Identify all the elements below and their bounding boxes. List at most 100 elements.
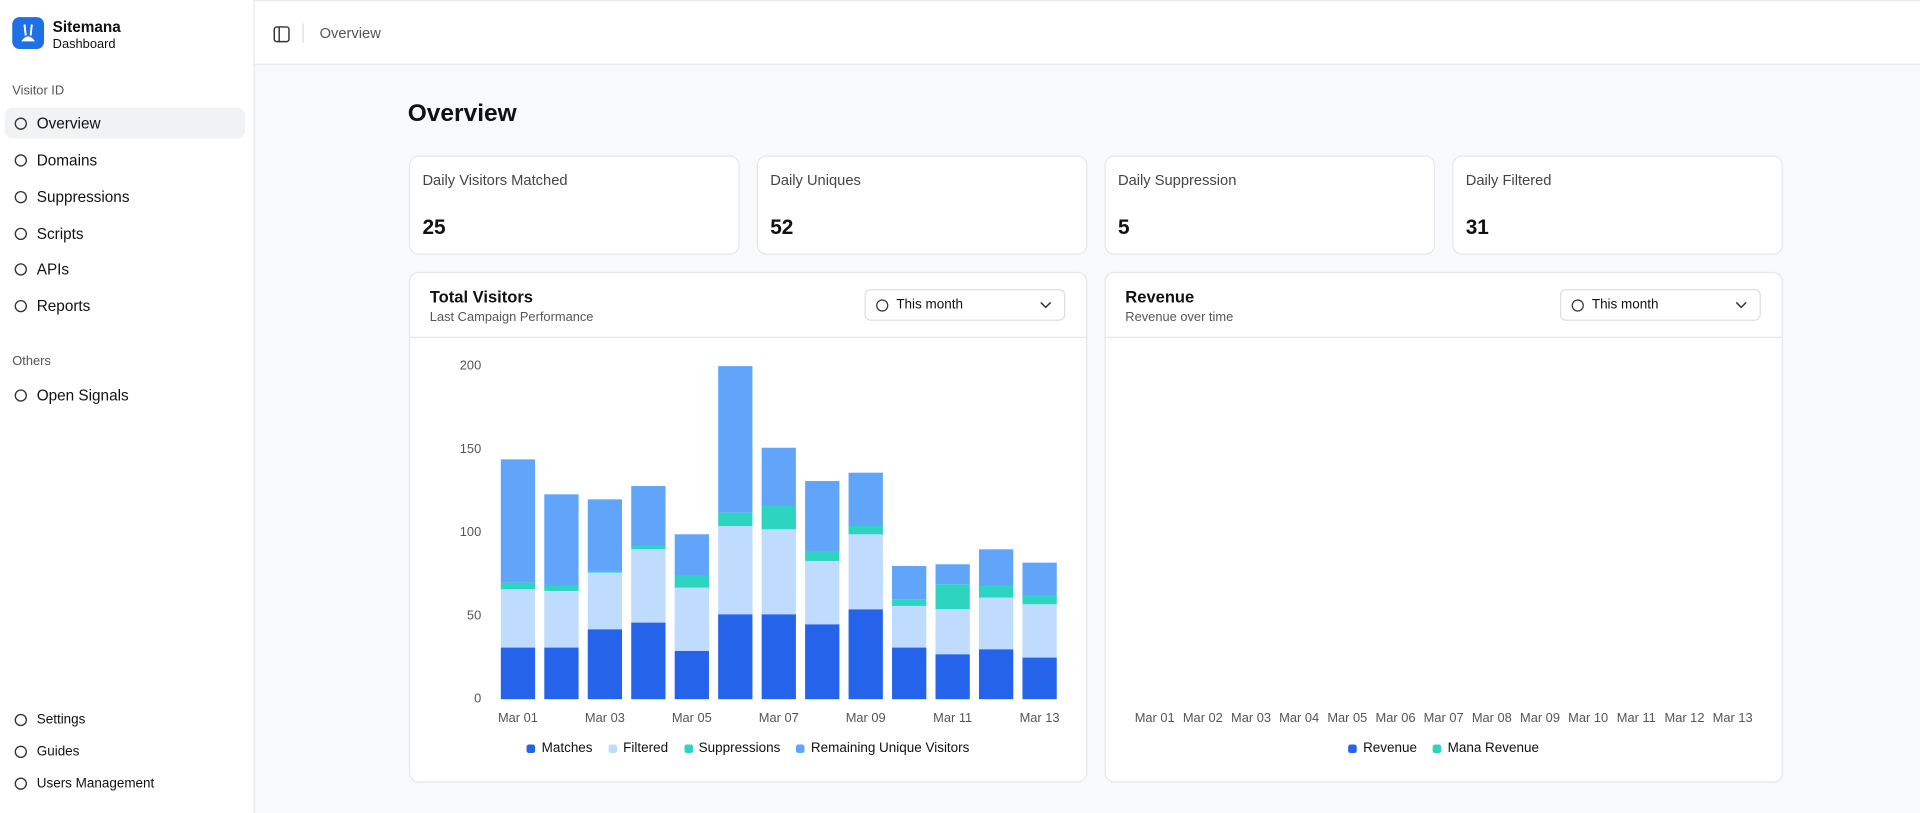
y-tick-label: 150 xyxy=(460,441,481,456)
bar-segment xyxy=(718,512,753,526)
bar-segment xyxy=(1022,604,1057,658)
nav-icon xyxy=(14,153,28,166)
section-heading: Visitor ID xyxy=(12,83,65,98)
nav-label: Domains xyxy=(36,151,98,169)
legend-swatch xyxy=(1348,743,1357,753)
legend-label: Mana Revenue xyxy=(1447,740,1539,756)
nav-item[interactable]: APIs xyxy=(5,253,245,284)
divider xyxy=(410,336,1087,338)
bar-segment xyxy=(1022,562,1057,596)
x-tick-label: Mar 13 xyxy=(1020,710,1060,725)
bar-segment xyxy=(805,550,840,561)
footer-item[interactable]: Settings xyxy=(5,704,245,735)
bar-segment xyxy=(674,534,709,576)
bar-segment xyxy=(631,549,666,623)
nav-item[interactable]: Domains xyxy=(5,144,245,175)
footer-item[interactable]: Guides xyxy=(5,736,245,767)
icon-shape xyxy=(14,262,28,275)
x-tick-label: Mar 01 xyxy=(498,710,538,725)
chart-card: Total Visitors Last Campaign Performance T… xyxy=(408,271,1088,783)
bar-segment xyxy=(587,572,623,630)
y-tick-label: 200 xyxy=(460,358,481,373)
legend-swatch xyxy=(526,743,536,753)
x-tick-label: Mar 13 xyxy=(1713,710,1753,725)
icon-shape xyxy=(14,388,28,402)
bar-segment xyxy=(978,585,1014,598)
legend-swatch xyxy=(608,743,618,753)
bar-segment xyxy=(761,447,796,507)
bar-segment xyxy=(631,545,666,550)
y-tick-label: 100 xyxy=(460,524,481,539)
nav-label: Reports xyxy=(36,296,91,315)
bar-segment xyxy=(718,525,753,615)
clock-icon xyxy=(876,298,889,312)
x-tick-label: Mar 10 xyxy=(1568,710,1608,725)
kpi-value: 31 xyxy=(1465,215,1489,239)
sidebar-toggle[interactable] xyxy=(273,26,290,43)
bar-segment xyxy=(718,366,753,513)
bar-segment xyxy=(631,486,666,546)
kpi-card: Daily Suppression 5 xyxy=(1104,155,1436,255)
nav-icon xyxy=(14,299,28,312)
nav-item[interactable]: Overview xyxy=(4,107,245,139)
legend-label: Remaining Unique Visitors xyxy=(810,740,970,756)
x-tick-label: Mar 02 xyxy=(1183,710,1223,725)
x-tick-label: Mar 12 xyxy=(1664,710,1704,725)
bar-segment xyxy=(587,570,623,573)
bar-segment xyxy=(631,622,666,700)
x-tick-label: Mar 09 xyxy=(846,710,886,725)
bar-segment xyxy=(761,529,796,615)
nav-label: Suppressions xyxy=(36,187,130,206)
legend-label: Filtered xyxy=(623,740,669,756)
legend-swatch xyxy=(1432,743,1442,753)
kpi-label: Daily Visitors Matched xyxy=(422,171,568,189)
nav-icon xyxy=(14,776,28,790)
breadcrumb: Overview xyxy=(319,24,381,42)
bar-segment xyxy=(848,534,883,610)
chart: Mar 01 Mar 02 Mar 03 Mar 04 Mar 05 Mar 06 Mar … xyxy=(1135,710,1753,725)
nav-icon xyxy=(14,713,28,726)
legend-item: Remaining Unique Visitors xyxy=(796,741,969,756)
bar-segment xyxy=(935,654,970,700)
bar-segment xyxy=(674,650,709,700)
bar-segment xyxy=(892,599,927,606)
icon-shape xyxy=(14,116,28,130)
nav-item[interactable]: Scripts xyxy=(5,218,245,249)
range-dropdown[interactable]: This month xyxy=(1560,288,1761,321)
nav-label: Overview xyxy=(36,114,101,132)
bar-segment xyxy=(1022,657,1057,700)
x-tick-label: Mar 03 xyxy=(585,710,625,725)
bar-segment xyxy=(805,481,840,551)
icon-shape xyxy=(14,713,28,726)
icon-shape xyxy=(14,776,28,790)
bar-segment xyxy=(935,564,970,585)
legend-item: Suppressions xyxy=(683,741,780,756)
nav-item[interactable]: Reports xyxy=(5,290,245,321)
chart-title: Revenue xyxy=(1125,287,1195,307)
chevron xyxy=(1735,301,1747,309)
nav-item[interactable]: Open Signals xyxy=(5,380,245,411)
brand: Sitemana xyxy=(52,18,121,36)
x-tick-label: Mar 04 xyxy=(1279,710,1319,725)
x-tick-label: Mar 09 xyxy=(1520,710,1560,725)
bar-segment xyxy=(805,560,840,625)
chevron xyxy=(1040,301,1052,309)
icon-shape xyxy=(14,153,28,166)
nav-label: Open Signals xyxy=(36,386,129,404)
bar-segment xyxy=(935,609,970,655)
divider xyxy=(1105,336,1782,338)
kpi-value: 52 xyxy=(770,215,794,239)
range-dropdown[interactable]: This month xyxy=(864,288,1066,321)
separator xyxy=(302,23,304,43)
nav-label: APIs xyxy=(36,260,70,278)
legend-item: Revenue xyxy=(1348,741,1417,756)
icon-shape xyxy=(14,299,28,312)
bar-segment xyxy=(544,585,579,591)
x-tick-label: Mar 01 xyxy=(1135,710,1175,725)
footer-item[interactable]: Users Management xyxy=(5,768,245,799)
icon-shape xyxy=(1040,301,1052,309)
bar-segment xyxy=(848,472,883,526)
nav-item[interactable]: Suppressions xyxy=(5,181,245,212)
chart-subtitle: Revenue over time xyxy=(1125,309,1234,325)
icon-shape xyxy=(14,227,28,240)
